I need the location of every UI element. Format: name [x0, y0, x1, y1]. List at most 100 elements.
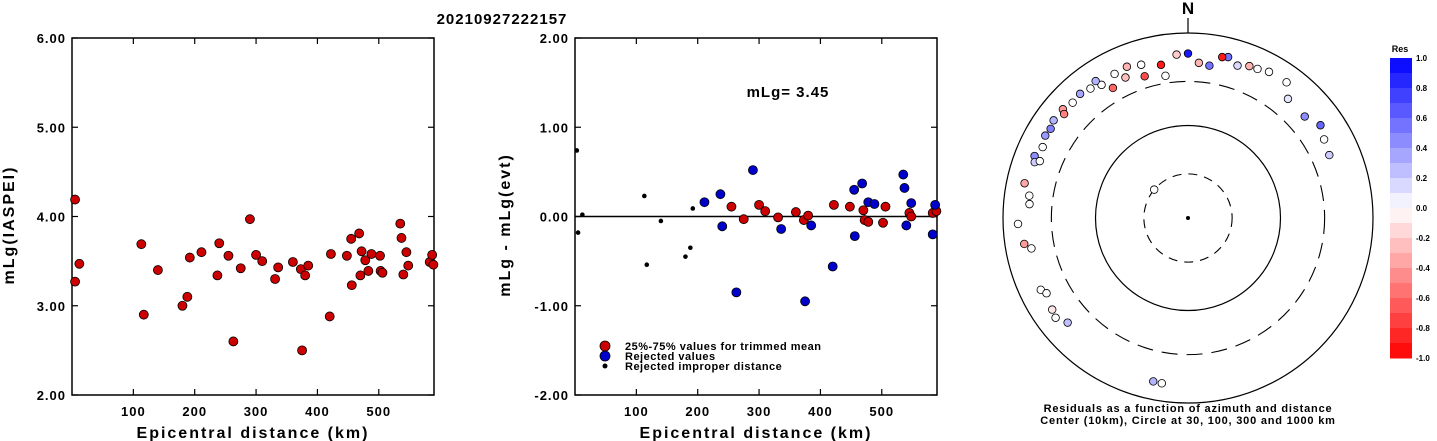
- polar-point: [1027, 244, 1036, 253]
- legend-marker-improper: [602, 363, 608, 369]
- plot1-xtick-label: 400: [305, 404, 330, 419]
- plot1-point: [228, 336, 239, 347]
- colorbar-cell: [1390, 103, 1412, 119]
- plot1-point: [251, 249, 261, 260]
- colorbar-cell: [1390, 178, 1412, 194]
- legend-label-trimmed: 25%-75% values for trimmed mean: [625, 341, 821, 353]
- colorbar-tick-label: -0.6: [1416, 294, 1430, 303]
- legend-marker-trimmed: [599, 340, 611, 352]
- plot2-trimmed-point: [878, 217, 888, 228]
- plot2-rejected-point: [806, 220, 817, 231]
- polar-point: [1319, 135, 1329, 144]
- polar-point: [1046, 124, 1055, 133]
- colorbar-cells: [1390, 58, 1412, 359]
- plot1-point: [74, 258, 85, 269]
- plot2-legend: 25%-75% values for trimmed mean Rejected…: [599, 340, 821, 373]
- polar-point: [1048, 305, 1057, 314]
- polar-rings: [1002, 32, 1374, 404]
- plot2-improper-point: [688, 245, 693, 251]
- polar-caption-2: Center (10km), Circle at 30, 100, 300 an…: [1040, 415, 1335, 427]
- plot2-rejected-point: [717, 221, 728, 232]
- plot2-rejected-point: [776, 224, 787, 234]
- colorbar-cell: [1390, 148, 1412, 164]
- polar-point: [1122, 62, 1132, 71]
- polar-point: [1068, 98, 1077, 107]
- plot1-point: [303, 260, 314, 271]
- plot1-point: [324, 311, 335, 322]
- residual-vs-distance-plot: 100 200 300 400 500 -2.00 -1.00 0.00 1.00 2.00 mL…: [497, 31, 942, 441]
- colorbar-cell: [1390, 283, 1412, 299]
- polar-point: [1205, 61, 1214, 70]
- polar-point: [1110, 69, 1119, 79]
- polar-point: [1253, 64, 1262, 74]
- plot1-point: [287, 257, 298, 267]
- colorbar-ticks: 1.0 0.8 0.6 0.4 0.2 0.0 -0.2 -0.4 -0.6 -0.8 -1.0: [1416, 54, 1430, 363]
- ring-300km: [1050, 80, 1326, 356]
- plot1-point: [403, 260, 414, 271]
- plot1-point: [257, 256, 268, 267]
- colorbar-cell: [1390, 238, 1412, 254]
- plot1-point: [270, 274, 280, 284]
- colorbar-cell: [1390, 343, 1412, 359]
- plot1-xtick-label: 100: [121, 404, 146, 419]
- plot2-trimmed-point: [844, 201, 855, 212]
- plot2-trimmed-point: [738, 214, 749, 225]
- plot1-point: [177, 300, 188, 311]
- plot2-rejected-point: [857, 178, 868, 189]
- colorbar-cell: [1390, 118, 1412, 134]
- plot2-improper-point: [574, 148, 580, 153]
- plot2-ytick-label: -1.00: [534, 299, 569, 314]
- plot1-xlabel: Epicentral distance (km): [137, 425, 370, 441]
- colorbar-tick-label: -0.4: [1416, 264, 1430, 273]
- plot1-point: [184, 252, 195, 263]
- plot2-rejected-point: [898, 169, 909, 180]
- plot1-point: [212, 270, 223, 281]
- plot1-point: [235, 263, 246, 274]
- plot1-ytick-label: 5.00: [37, 120, 66, 135]
- azimuth-residual-plot: N Residuals as a function of azimuth and…: [1002, 0, 1374, 427]
- polar-point: [1233, 61, 1242, 70]
- colorbar-tick-label: -0.8: [1416, 324, 1430, 333]
- polar-point: [1183, 49, 1193, 58]
- plot2-ytick-label: -2.00: [534, 388, 569, 403]
- polar-point: [1325, 150, 1334, 160]
- plot2-ytick-label: 2.00: [540, 31, 569, 46]
- plot1-ytick-label: 2.00: [37, 388, 66, 403]
- plot1-ticks: 100 200 300 400 500 2.00 3.00 4.00 5.00 6.00: [37, 31, 434, 419]
- plot2-ylabel: mLg - mLg(evt): [497, 153, 514, 297]
- plot2-rejected-point: [869, 199, 880, 209]
- polar-point: [1091, 76, 1100, 86]
- plot2-rejected-point: [901, 220, 912, 231]
- colorbar-tick-label: 0.8: [1416, 84, 1428, 93]
- plot1-point: [223, 250, 234, 261]
- polar-point: [1075, 89, 1085, 99]
- plot1-point: [401, 247, 412, 258]
- plot2-trimmed-point: [790, 207, 801, 217]
- plot2-ytick-label: 0.00: [540, 210, 569, 225]
- plot1-point: [346, 233, 357, 244]
- plot1-ytick-label: 6.00: [37, 31, 66, 46]
- plot2-xlabel: Epicentral distance (km): [640, 425, 873, 441]
- plot2-improper-point: [658, 218, 664, 224]
- colorbar-cell: [1390, 163, 1412, 179]
- plot2-rejected-point: [731, 287, 742, 298]
- plot1-point: [396, 233, 407, 243]
- plot2-xtick-label: 500: [869, 404, 894, 419]
- plot2-rejected-point: [800, 296, 810, 307]
- ring-1000km: [1002, 32, 1374, 404]
- plot2-points: [574, 148, 942, 307]
- plot1-point: [245, 214, 255, 225]
- colorbar-tick-label: 0.0: [1416, 204, 1428, 213]
- colorbar-cell: [1390, 73, 1412, 89]
- polar-point: [1161, 71, 1170, 81]
- plot2-rejected-point: [699, 197, 710, 208]
- plot1-point: [136, 239, 147, 250]
- ring-100km: [1094, 124, 1282, 312]
- epicenter-marker: [1186, 216, 1190, 220]
- polar-point: [1013, 219, 1023, 229]
- plot1-point: [273, 262, 284, 273]
- polar-caption-1: Residuals as a function of azimuth and d…: [1044, 403, 1333, 415]
- plot1-point: [300, 270, 311, 281]
- plot1-point: [398, 269, 409, 280]
- polar-point: [1245, 61, 1254, 71]
